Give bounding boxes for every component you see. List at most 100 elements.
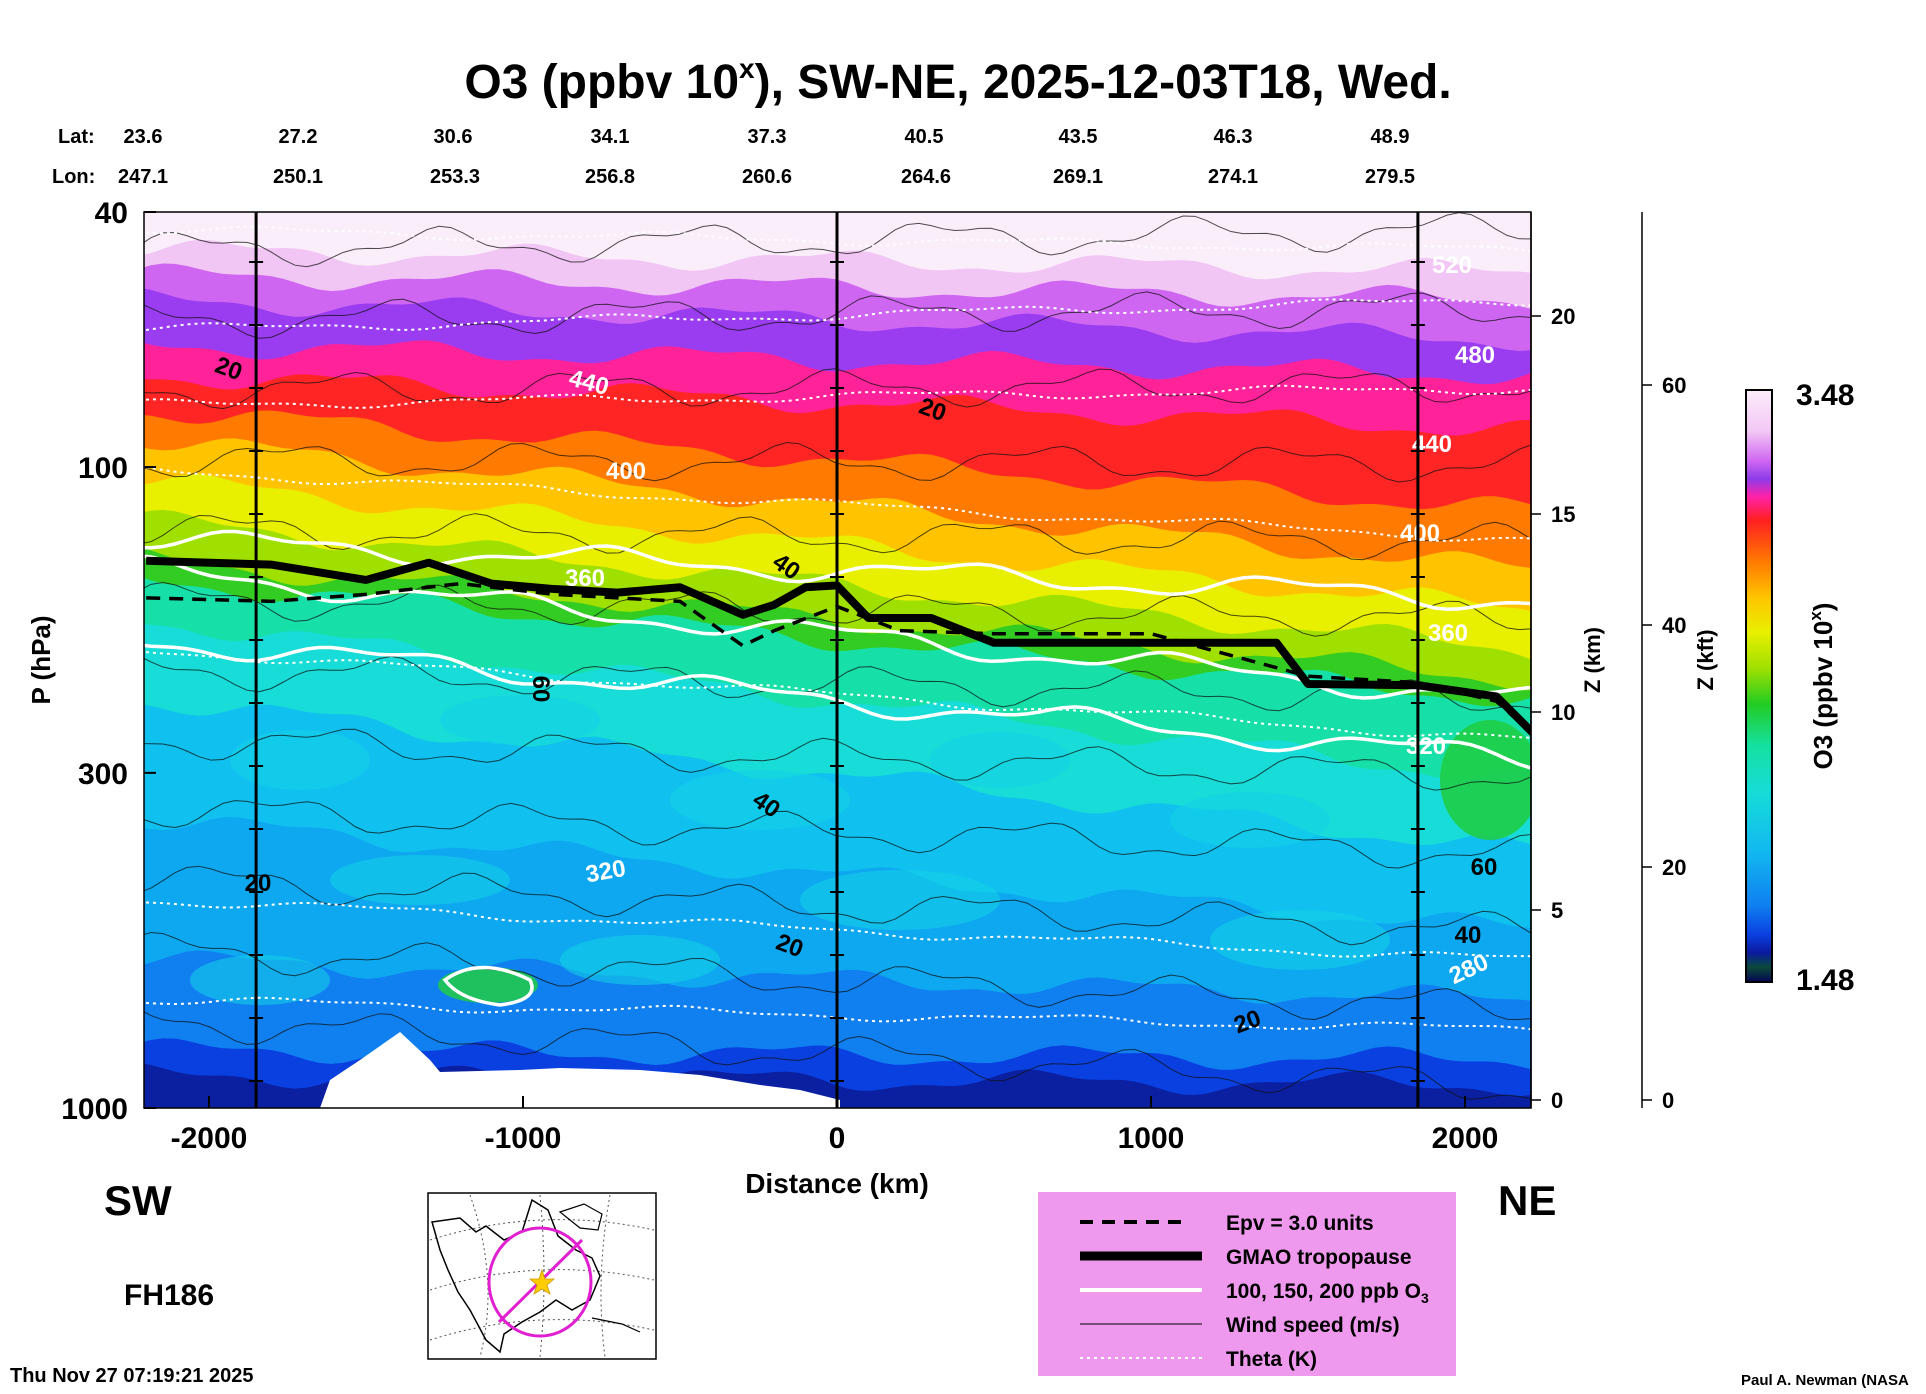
- lat-lon-header: 23.6 27.2 30.6 34.1 37.3 40.5 43.5 46.3 48.9 247.…: [118, 126, 1415, 188]
- lat-value: 27.2: [279, 126, 318, 148]
- x-tick-label: 2000: [1432, 1122, 1499, 1155]
- x-axis-title: Distance (km): [745, 1168, 929, 1199]
- contour-label: 320: [1406, 733, 1446, 760]
- contour-label: 400: [1400, 520, 1440, 547]
- lon-value: 274.1: [1208, 166, 1258, 188]
- legend-o3-contours: 100, 150, 200 ppb O3: [1226, 1280, 1429, 1306]
- z-kft-tick-label: 60: [1662, 373, 1686, 398]
- contour-label: 360: [565, 565, 605, 592]
- lat-value: 23.6: [124, 126, 163, 148]
- theta-contour: [144, 901, 1531, 958]
- field-green-pocket: [1440, 720, 1531, 840]
- lon-value: 264.6: [901, 166, 951, 188]
- wind-speed-contour: [144, 1011, 1531, 1100]
- lon-value: 260.6: [742, 166, 792, 188]
- z-kft-tick-label: 0: [1662, 1088, 1674, 1113]
- theta-contour: [144, 384, 1531, 409]
- lon-value: 269.1: [1053, 166, 1103, 188]
- field-blob: [930, 732, 1070, 788]
- p-tick-label: 1000: [61, 1093, 128, 1126]
- tropopause-line: [146, 556, 1531, 737]
- wind-speed-contour: [144, 441, 1531, 483]
- z-kft-axis-title: Z (kft): [1693, 629, 1718, 690]
- colorbar-title: O3 (ppbv 10x): [1806, 603, 1838, 770]
- x-tick-label: 1000: [1118, 1122, 1185, 1155]
- epv-line: [146, 581, 1531, 735]
- lat-value: 30.6: [434, 126, 473, 148]
- lat-value: 37.3: [748, 126, 787, 148]
- lon-value: 247.1: [118, 166, 168, 188]
- lat-value: 46.3: [1214, 126, 1253, 148]
- contour-label: 60: [1471, 854, 1498, 881]
- p-tick-label: 300: [78, 758, 128, 791]
- credit: Paul A. Newman (NASA: [1741, 1372, 1909, 1389]
- z-km-tick-label: 15: [1551, 502, 1575, 527]
- legend-tropopause: GMAO tropopause: [1226, 1246, 1412, 1269]
- wind-speed-contour: [144, 513, 1531, 561]
- sw-label: SW: [104, 1177, 172, 1224]
- field-blob: [800, 870, 1000, 930]
- theta-contour: [144, 225, 1531, 253]
- wind-speed-contour: [144, 800, 1531, 869]
- contour-label: 60: [527, 676, 554, 703]
- theta-contour: [144, 465, 1531, 542]
- y-axis-title: P (hPa): [26, 615, 56, 704]
- x-tick-label: -2000: [171, 1122, 248, 1155]
- wind-speed-contour: [144, 865, 1531, 946]
- wind-speed-contour: [144, 931, 1531, 1021]
- vertical-section-lines: [249, 212, 1425, 1108]
- contour-label: 360: [1428, 620, 1468, 647]
- field-blob: [440, 695, 600, 745]
- z-kft-tick-label: 20: [1662, 855, 1686, 880]
- ozone-ppb-contour: [144, 529, 1531, 612]
- legend-wind: Wind speed (m/s): [1226, 1314, 1400, 1337]
- wind-speed-contour: [144, 581, 1531, 637]
- field-blob: [560, 935, 720, 985]
- x-tick-label: -1000: [485, 1122, 562, 1155]
- inset-map: [427, 1192, 657, 1360]
- legend-epv: Epv = 3.0 units: [1226, 1212, 1374, 1235]
- field-blob: [330, 855, 510, 905]
- x-tick-label: 0: [829, 1122, 846, 1155]
- lon-value: 279.5: [1365, 166, 1415, 188]
- theta-contour: [144, 650, 1531, 739]
- timestamp: Thu Nov 27 07:19:21 2025: [10, 1365, 253, 1387]
- legend: Epv = 3.0 units GMAO tropopause 100, 150…: [1038, 1192, 1456, 1376]
- z-km-tick-label: 0: [1551, 1088, 1563, 1113]
- contour-lines: 2020202020404040606044040036032028052048…: [144, 212, 1531, 1100]
- forecast-hour-label: FH186: [124, 1279, 214, 1312]
- colorbar-max-label: 3.48: [1796, 379, 1854, 412]
- lat-value: 40.5: [905, 126, 944, 148]
- contour-label: 40: [1455, 922, 1482, 949]
- contour-label: 520: [1432, 252, 1472, 279]
- lon-value: 253.3: [430, 166, 480, 188]
- z-km-tick-label: 5: [1551, 898, 1563, 923]
- z-km-tick-label: 20: [1551, 304, 1575, 329]
- lat-header-label: Lat:: [58, 126, 95, 148]
- field-blob: [190, 955, 330, 1005]
- ozone-ppb-contour: [144, 643, 1531, 770]
- wind-speed-contour: [144, 728, 1531, 791]
- z-km-axis-title: Z (km): [1580, 627, 1605, 693]
- axes: -2000 -1000 0 1000 2000 40 100 300 1000 0 5 10 15 20 0…: [61, 197, 1686, 1155]
- ozone-ppb-contour: [442, 965, 534, 1007]
- colorbar-min-label: 1.48: [1796, 964, 1854, 997]
- field-blob: [1210, 910, 1390, 970]
- lat-value: 48.9: [1371, 126, 1410, 148]
- field-blob: [670, 770, 850, 830]
- lon-header-label: Lon:: [52, 166, 95, 188]
- chart-title: O3 (ppbv 10x), SW-NE, 2025-12-03T18, Wed…: [464, 53, 1451, 109]
- ozone-ppb-contour: [144, 554, 1531, 700]
- wind-speed-contour: [144, 291, 1531, 339]
- p-tick-label: 100: [78, 452, 128, 485]
- lat-value: 43.5: [1059, 126, 1098, 148]
- lat-value: 34.1: [591, 126, 630, 148]
- ne-label: NE: [1498, 1177, 1556, 1224]
- wind-speed-contour: [144, 212, 1531, 268]
- theta-contour: [144, 298, 1531, 332]
- terrain-mask: [320, 1032, 840, 1108]
- contour-label: 480: [1455, 342, 1495, 369]
- field-blob: [230, 730, 370, 790]
- wind-speed-contour: [144, 368, 1531, 410]
